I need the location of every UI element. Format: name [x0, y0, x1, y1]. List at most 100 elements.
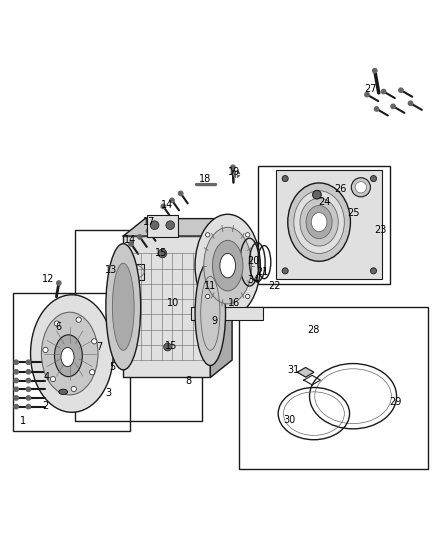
Ellipse shape: [371, 175, 377, 182]
Text: 9: 9: [212, 316, 218, 326]
Circle shape: [399, 88, 403, 92]
Circle shape: [14, 360, 18, 365]
Circle shape: [14, 387, 18, 391]
Ellipse shape: [371, 268, 377, 274]
Ellipse shape: [313, 190, 321, 199]
Text: 21: 21: [256, 266, 268, 277]
Ellipse shape: [351, 177, 371, 197]
Ellipse shape: [212, 240, 243, 291]
Ellipse shape: [31, 295, 113, 413]
Circle shape: [233, 171, 240, 177]
Bar: [123, 236, 210, 377]
Text: 27: 27: [364, 84, 377, 94]
Text: 28: 28: [307, 325, 320, 335]
Text: 18: 18: [199, 174, 211, 183]
Circle shape: [365, 92, 369, 97]
Ellipse shape: [76, 317, 81, 322]
Ellipse shape: [205, 233, 210, 237]
Text: 10: 10: [167, 298, 180, 309]
Text: 7: 7: [96, 342, 102, 352]
Ellipse shape: [54, 321, 60, 326]
Circle shape: [14, 370, 18, 374]
Ellipse shape: [195, 261, 226, 366]
Circle shape: [179, 191, 183, 196]
Circle shape: [408, 101, 413, 106]
Text: 29: 29: [389, 397, 402, 407]
Ellipse shape: [59, 389, 67, 394]
Ellipse shape: [355, 182, 367, 193]
Ellipse shape: [158, 249, 167, 258]
Circle shape: [26, 396, 31, 400]
Text: 23: 23: [374, 224, 386, 235]
Text: 11: 11: [204, 281, 216, 291]
Text: 14: 14: [161, 200, 173, 209]
Circle shape: [129, 241, 133, 246]
Ellipse shape: [150, 221, 159, 230]
Circle shape: [57, 281, 61, 285]
Circle shape: [14, 396, 18, 400]
Text: 22: 22: [268, 281, 281, 291]
Ellipse shape: [282, 268, 288, 274]
Circle shape: [170, 198, 174, 203]
Circle shape: [146, 229, 151, 233]
Circle shape: [14, 405, 18, 409]
Bar: [13, 293, 130, 431]
Text: 25: 25: [347, 208, 359, 219]
Ellipse shape: [166, 221, 175, 230]
Ellipse shape: [282, 175, 288, 182]
Circle shape: [391, 104, 395, 109]
Ellipse shape: [61, 348, 74, 367]
Circle shape: [26, 378, 31, 383]
Text: 26: 26: [334, 184, 346, 194]
Ellipse shape: [294, 191, 344, 254]
Ellipse shape: [71, 386, 76, 392]
Circle shape: [26, 370, 31, 374]
Ellipse shape: [288, 183, 350, 261]
Polygon shape: [210, 219, 232, 377]
Text: 13: 13: [105, 265, 117, 275]
Ellipse shape: [43, 348, 48, 353]
Text: 4: 4: [44, 373, 50, 383]
Ellipse shape: [195, 214, 260, 317]
Polygon shape: [123, 219, 232, 236]
Bar: [75, 230, 201, 421]
Ellipse shape: [205, 294, 210, 298]
Text: 19: 19: [228, 167, 240, 176]
Ellipse shape: [106, 244, 141, 370]
Bar: [258, 166, 390, 284]
Text: 6: 6: [55, 322, 61, 333]
Circle shape: [373, 68, 377, 73]
Ellipse shape: [246, 294, 250, 298]
Text: 5: 5: [109, 361, 116, 372]
Text: 2: 2: [42, 401, 48, 411]
Bar: [113, 264, 144, 279]
Text: 15: 15: [165, 341, 177, 351]
Bar: [191, 307, 262, 320]
Text: 14: 14: [124, 235, 136, 245]
Circle shape: [14, 378, 18, 383]
Circle shape: [161, 204, 166, 208]
Circle shape: [374, 107, 379, 111]
Text: 34: 34: [248, 276, 260, 286]
Ellipse shape: [54, 335, 82, 377]
Circle shape: [381, 90, 386, 94]
Ellipse shape: [204, 228, 252, 304]
Circle shape: [231, 165, 235, 169]
Text: 30: 30: [283, 415, 296, 425]
Text: 20: 20: [247, 256, 259, 266]
Text: 3: 3: [105, 387, 111, 398]
Text: 17: 17: [143, 217, 155, 227]
Polygon shape: [297, 367, 314, 377]
Circle shape: [138, 235, 142, 239]
Text: 1: 1: [20, 416, 26, 426]
Ellipse shape: [50, 376, 56, 382]
Text: 24: 24: [318, 197, 331, 207]
Ellipse shape: [300, 198, 338, 246]
Ellipse shape: [89, 369, 95, 375]
Circle shape: [26, 387, 31, 391]
Text: 16: 16: [228, 298, 240, 309]
Ellipse shape: [306, 206, 332, 239]
Text: 8: 8: [185, 376, 191, 385]
Circle shape: [26, 405, 31, 409]
Bar: [239, 306, 428, 469]
